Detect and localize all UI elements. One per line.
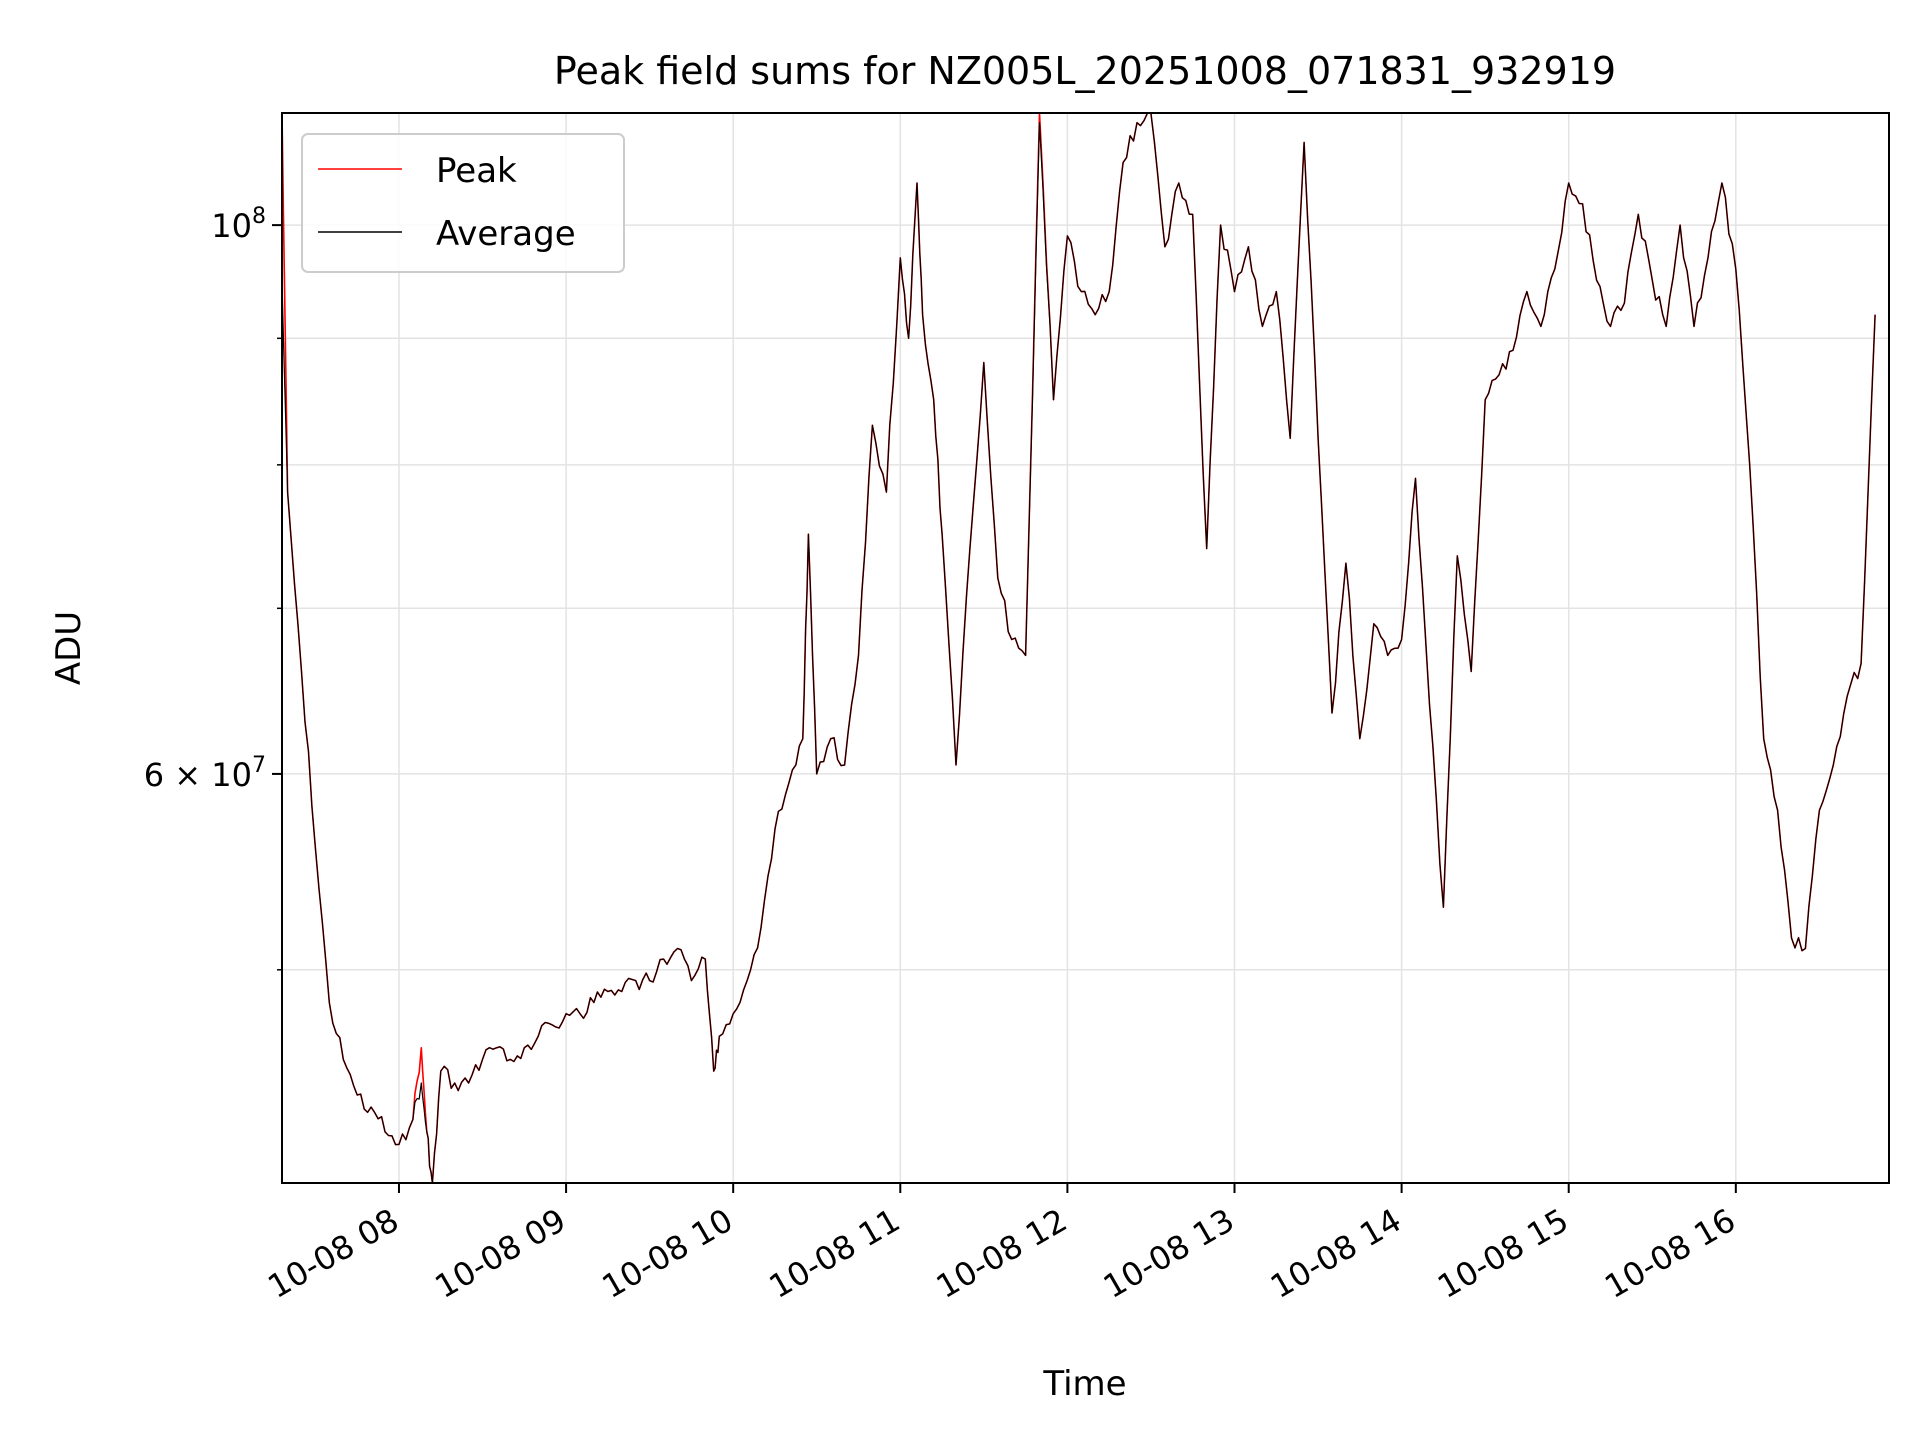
y-tick-label: 6 × 107 [144,753,266,794]
plot-series [282,113,1876,1183]
legend-label-average: Average [436,214,576,254]
plot-frame [281,112,1890,1184]
y-axis-label: ADU [49,611,89,685]
legend-label-peak: Peak [436,151,517,191]
series-line-average [282,113,1876,1183]
legend: Peak Average [301,133,625,273]
chart-title: Peak field sums for NZ005L_20251008_0718… [554,49,1616,93]
x-axis-label: Time [1042,1364,1126,1404]
